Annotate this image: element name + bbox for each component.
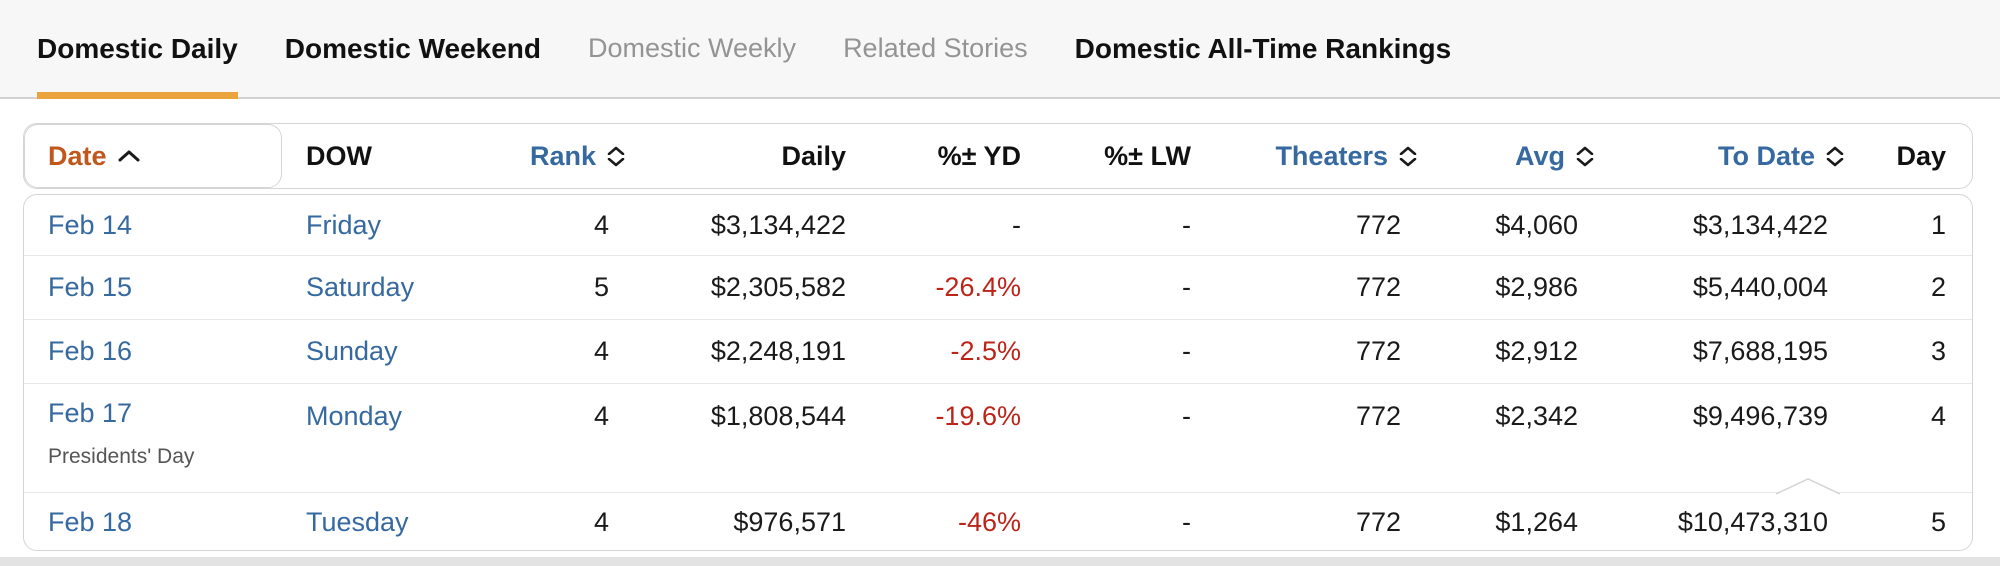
date-cell: Feb 16: [24, 320, 282, 383]
column-header-rank[interactable]: Rank: [472, 124, 625, 188]
date-cell: Feb 18: [24, 493, 282, 550]
avg-cell: $2,342: [1495, 400, 1578, 431]
dow-link[interactable]: Sunday: [306, 336, 398, 366]
column-header-day: Day: [1896, 140, 1946, 171]
dow-cell: Tuesday: [282, 493, 472, 550]
column-header-daily: Daily: [781, 140, 846, 171]
table-body: Feb 14 Friday 4 $3,134,422 - - 772 $4,06…: [23, 194, 1973, 551]
to-date-cell: $5,440,004: [1692, 272, 1828, 302]
sort-both-icon: [607, 146, 625, 167]
pct-lw-cell: -: [1182, 272, 1191, 302]
rank-cell: 4: [593, 336, 609, 366]
rank-cell: 4: [593, 506, 609, 537]
column-header-dow: DOW: [306, 140, 372, 171]
theaters-cell: 772: [1355, 506, 1401, 537]
tab-related-stories[interactable]: Related Stories: [843, 0, 1028, 97]
active-tab-underline: [37, 92, 238, 99]
column-header-date[interactable]: Date: [24, 124, 282, 188]
date-cell: Feb 15: [24, 256, 282, 319]
date-link[interactable]: Feb 14: [48, 209, 133, 240]
column-header-pct-yd: %± YD: [937, 140, 1021, 171]
date-link[interactable]: Feb 15: [48, 272, 133, 302]
dow-cell: Saturday: [282, 256, 472, 319]
table-row: Feb 15 Saturday 5 $2,305,582 -26.4% - 77…: [24, 255, 1972, 319]
dow-link[interactable]: Tuesday: [306, 506, 409, 537]
day-cell: 2: [1930, 272, 1946, 302]
day-cell: 5: [1930, 506, 1946, 537]
theaters-cell: 772: [1355, 209, 1401, 240]
sort-ascending-icon: [118, 150, 140, 162]
pct-lw-cell: -: [1182, 209, 1191, 240]
date-cell: Feb 17 Presidents' Day: [24, 384, 282, 492]
sort-both-icon: [1826, 146, 1844, 167]
theaters-cell: 772: [1355, 272, 1401, 302]
tab-bar: Domestic Daily Domestic Weekend Domestic…: [0, 0, 2000, 99]
daily-cell: $1,808,544: [710, 400, 846, 431]
day-cell: 4: [1930, 400, 1946, 431]
pct-yd-cell: -19.6%: [935, 400, 1021, 431]
tab-label: Domestic Weekly: [588, 33, 797, 63]
tab-domestic-all-time-rankings[interactable]: Domestic All-Time Rankings: [1075, 0, 1452, 97]
daily-cell: $2,305,582: [710, 272, 846, 302]
table-row: Feb 17 Presidents' Day Monday 4 $1,808,5…: [24, 383, 1972, 492]
pct-yd-cell: -: [1012, 209, 1021, 240]
rank-cell: 5: [593, 272, 609, 302]
sort-both-icon: [1576, 146, 1594, 167]
to-date-cell: $3,134,422: [1692, 209, 1828, 240]
pct-yd-cell: -46%: [957, 506, 1021, 537]
date-link[interactable]: Feb 16: [48, 336, 133, 366]
rank-cell: 4: [593, 400, 609, 431]
daily-cell: $2,248,191: [710, 336, 846, 366]
tab-label: Domestic Daily: [37, 32, 238, 64]
to-date-cell: $9,496,739: [1692, 400, 1828, 431]
pct-yd-cell: -26.4%: [935, 272, 1021, 302]
tooltip-notch: [1776, 478, 1840, 495]
tab-label: Related Stories: [843, 33, 1028, 63]
tab-label: Domestic Weekend: [284, 32, 541, 64]
date-cell: Feb 14: [24, 195, 282, 255]
pct-lw-cell: -: [1182, 336, 1191, 366]
table-row: Feb 14 Friday 4 $3,134,422 - - 772 $4,06…: [24, 195, 1972, 255]
column-header-avg[interactable]: Avg: [1401, 124, 1594, 188]
tab-label: Domestic All-Time Rankings: [1074, 32, 1452, 64]
column-header-pct-lw: %± LW: [1104, 140, 1191, 171]
to-date-cell: $10,473,310: [1677, 506, 1828, 537]
table-row: Feb 18 Tuesday 4 $976,571 -46% - 772 $1,…: [24, 478, 1972, 550]
avg-cell: $1,264: [1495, 506, 1578, 537]
pct-yd-cell: -2.5%: [950, 336, 1021, 366]
table-row: Feb 16 Sunday 4 $2,248,191 -2.5% - 772 $…: [24, 319, 1972, 383]
daily-box-office-table: Date DOW Rank Daily %± YD: [0, 99, 2000, 551]
day-cell: 1: [1930, 209, 1946, 240]
sort-both-icon: [1399, 146, 1417, 167]
rank-cell: 4: [593, 209, 609, 240]
holiday-note: Presidents' Day: [48, 445, 195, 468]
date-link[interactable]: Feb 17: [48, 398, 133, 428]
avg-cell: $4,060: [1495, 209, 1578, 240]
avg-cell: $2,986: [1495, 272, 1578, 302]
tab-domestic-weekly[interactable]: Domestic Weekly: [588, 0, 796, 97]
pct-lw-cell: -: [1182, 400, 1191, 431]
theaters-cell: 772: [1355, 400, 1401, 431]
avg-cell: $2,912: [1495, 336, 1578, 366]
date-link[interactable]: Feb 18: [48, 506, 133, 537]
dow-link[interactable]: Friday: [306, 209, 382, 240]
theaters-cell: 772: [1355, 336, 1401, 366]
daily-cell: $3,134,422: [710, 209, 846, 240]
tab-domestic-daily[interactable]: Domestic Daily: [37, 0, 238, 99]
pct-lw-cell: -: [1182, 506, 1191, 537]
page-background-strip: [0, 557, 2000, 566]
dow-link[interactable]: Saturday: [306, 272, 415, 302]
column-header-theaters[interactable]: Theaters: [1191, 124, 1417, 188]
day-cell: 3: [1930, 336, 1946, 366]
dow-link[interactable]: Monday: [306, 400, 403, 431]
dow-cell: Sunday: [282, 320, 472, 383]
daily-cell: $976,571: [733, 506, 846, 537]
to-date-cell: $7,688,195: [1692, 336, 1828, 366]
tab-domestic-weekend[interactable]: Domestic Weekend: [285, 0, 541, 97]
table-header: Date DOW Rank Daily %± YD: [23, 123, 1973, 189]
dow-cell: Monday: [282, 384, 472, 448]
dow-cell: Friday: [282, 195, 472, 255]
column-header-to-date[interactable]: To Date: [1578, 124, 1844, 188]
